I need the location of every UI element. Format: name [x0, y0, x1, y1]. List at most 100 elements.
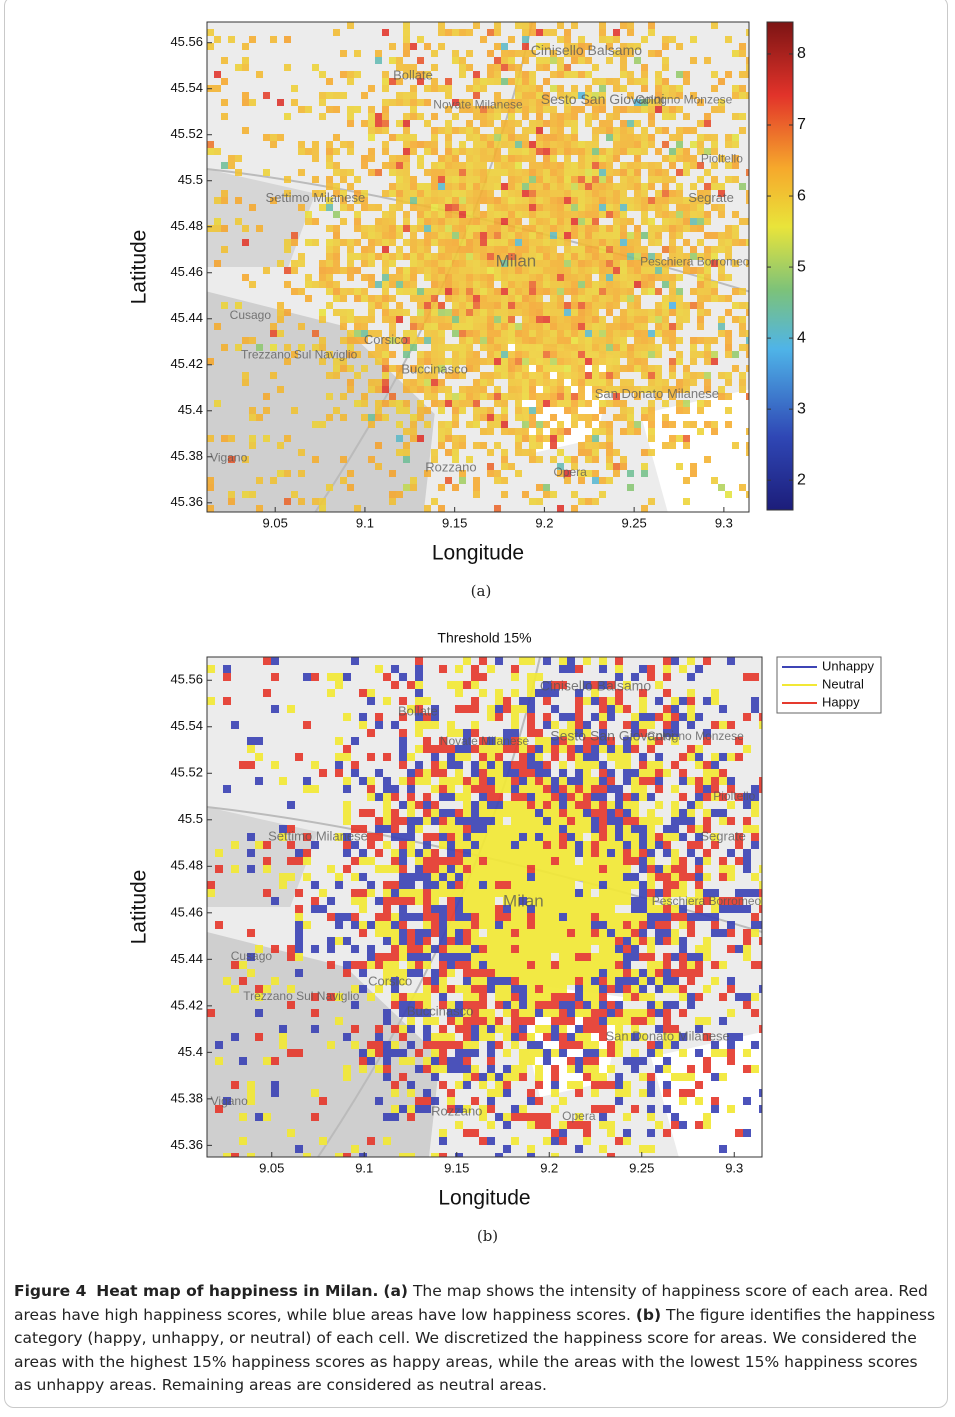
map-cell	[639, 865, 647, 873]
map-cell	[487, 1121, 495, 1129]
map-cell	[591, 897, 599, 905]
map-cell	[676, 71, 683, 78]
map-cell	[431, 873, 439, 881]
map-cell	[529, 155, 536, 162]
map-cell	[389, 169, 396, 176]
map-cell	[295, 937, 303, 945]
map-cell	[438, 505, 445, 512]
map-cell	[550, 120, 557, 127]
map-cell	[487, 1041, 495, 1049]
map-cell	[591, 921, 599, 929]
map-cell	[575, 1025, 583, 1033]
map-cell	[536, 232, 543, 239]
map-cell	[647, 849, 655, 857]
map-cell	[551, 1017, 559, 1025]
map-cell	[583, 777, 591, 785]
map-cell	[639, 713, 647, 721]
map-cell	[382, 218, 389, 225]
map-cell	[559, 785, 567, 793]
map-cell	[519, 969, 527, 977]
map-cell	[501, 463, 508, 470]
map-cell	[494, 29, 501, 36]
map-cell	[669, 211, 676, 218]
map-cell	[447, 785, 455, 793]
map-cell	[606, 127, 613, 134]
map-cell	[585, 316, 592, 323]
map-cell	[751, 825, 759, 833]
map-cell	[508, 379, 515, 386]
map-cell	[599, 351, 606, 358]
map-cell	[495, 889, 503, 897]
map-cell	[615, 897, 623, 905]
map-cell	[550, 351, 557, 358]
map-cell	[743, 953, 751, 961]
map-cell	[571, 274, 578, 281]
map-cell	[389, 309, 396, 316]
map-cell	[536, 442, 543, 449]
map-cell	[687, 1073, 695, 1081]
map-cell	[662, 274, 669, 281]
map-cell	[508, 141, 515, 148]
map-cell	[683, 148, 690, 155]
map-cell	[391, 937, 399, 945]
map-cell	[607, 889, 615, 897]
map-cell	[501, 232, 508, 239]
map-cell	[536, 148, 543, 155]
map-cell	[347, 260, 354, 267]
map-cell	[529, 162, 536, 169]
map-cell	[655, 211, 662, 218]
map-cell	[591, 881, 599, 889]
map-cell	[277, 260, 284, 267]
map-cell	[396, 281, 403, 288]
map-cell	[480, 162, 487, 169]
map-cell	[415, 937, 423, 945]
map-cell	[471, 865, 479, 873]
map-cell	[407, 841, 415, 849]
map-cell	[620, 428, 627, 435]
map-cell	[431, 393, 438, 400]
map-cell	[459, 288, 466, 295]
map-cell	[407, 1057, 415, 1065]
map-cell	[480, 183, 487, 190]
map-cell	[623, 985, 631, 993]
map-cell	[679, 1097, 687, 1105]
map-cell	[683, 477, 690, 484]
map-cell	[559, 745, 567, 753]
map-cell	[599, 929, 607, 937]
map-cell	[522, 337, 529, 344]
map-cell	[501, 477, 508, 484]
map-cell	[508, 225, 515, 232]
map-cell	[351, 913, 359, 921]
map-cell	[655, 713, 663, 721]
map-cell	[564, 253, 571, 260]
map-cell	[399, 913, 407, 921]
map-cell	[410, 323, 417, 330]
map-cell	[455, 665, 463, 673]
map-cell	[536, 428, 543, 435]
map-cell	[471, 801, 479, 809]
map-cell	[535, 809, 543, 817]
map-cell	[676, 351, 683, 358]
map-cell	[495, 929, 503, 937]
map-cell	[439, 889, 447, 897]
map-cell	[319, 421, 326, 428]
map-cell	[550, 148, 557, 155]
map-cell	[591, 905, 599, 913]
map-cell	[627, 421, 634, 428]
map-cell	[389, 316, 396, 323]
map-cell	[389, 491, 396, 498]
map-cell	[270, 330, 277, 337]
y-tick-label: 45.42	[170, 356, 203, 371]
map-cell	[551, 841, 559, 849]
map-cell	[703, 873, 711, 881]
map-cell	[550, 71, 557, 78]
map-cell	[423, 1041, 431, 1049]
map-cell	[375, 833, 383, 841]
map-cell	[564, 239, 571, 246]
map-cell	[368, 302, 375, 309]
map-cell	[655, 148, 662, 155]
map-cell	[487, 183, 494, 190]
map-cell	[551, 905, 559, 913]
map-cell	[249, 337, 256, 344]
map-cell	[599, 849, 607, 857]
